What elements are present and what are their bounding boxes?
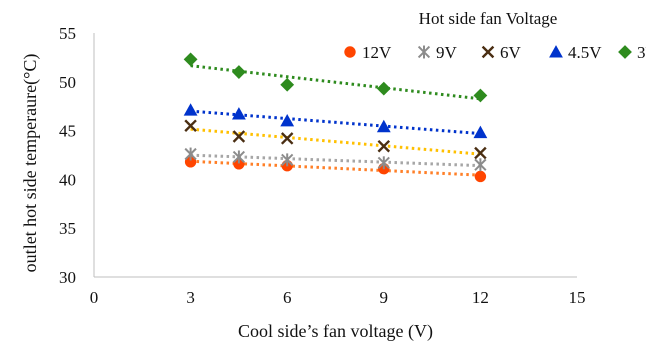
point-6V xyxy=(232,130,246,143)
point-4.5V xyxy=(376,119,391,133)
legend: Hot side fan Voltage 12V 9V 6V 4.5V 3V xyxy=(344,9,646,62)
legend-item: 4.5V xyxy=(549,43,602,62)
legend-marker xyxy=(481,45,495,59)
point-9V xyxy=(232,150,246,164)
point-6V xyxy=(184,119,197,132)
x-tick-labels: 0 3 6 9 12 15 xyxy=(90,288,586,307)
point-3V xyxy=(473,88,488,103)
axes xyxy=(93,33,577,278)
point-4.5V xyxy=(232,107,246,120)
trendline-6V xyxy=(190,127,481,156)
x-tick-label: 3 xyxy=(186,288,195,307)
legend-label: 12V xyxy=(362,43,392,62)
y-tick-labels: 30 35 40 45 50 55 xyxy=(59,24,76,287)
point-4.5V xyxy=(473,125,488,139)
point-12V xyxy=(184,156,197,168)
point-9V xyxy=(474,158,487,172)
y-tick-label: 30 xyxy=(59,268,76,287)
point-3V xyxy=(232,65,246,79)
point-12V xyxy=(474,170,487,183)
y-axis-title: outlet hot side temperaure(°C) xyxy=(20,54,41,273)
legend-item: 12V xyxy=(344,43,392,62)
x-tick-label: 0 xyxy=(90,288,99,307)
legend-label: 3V xyxy=(637,43,646,62)
legend-item: 3V xyxy=(618,43,646,62)
y-tick-label: 35 xyxy=(59,219,76,238)
point-3V xyxy=(280,77,295,92)
point-9V xyxy=(281,153,294,167)
x-tick-label: 15 xyxy=(569,288,586,307)
legend-label: 6V xyxy=(500,43,522,62)
y-tick-label: 50 xyxy=(59,73,76,92)
x-tick-label: 6 xyxy=(283,288,292,307)
legend-item: 6V xyxy=(481,43,522,62)
point-4.5V xyxy=(280,113,295,127)
data-points xyxy=(183,52,488,183)
point-6V xyxy=(280,132,294,145)
legend-label: 4.5V xyxy=(568,43,602,62)
legend-marker xyxy=(417,45,431,59)
trendlines xyxy=(190,64,481,177)
legend-marker xyxy=(344,46,356,58)
y-tick-label: 55 xyxy=(59,24,76,43)
y-tick-label: 40 xyxy=(59,170,76,189)
legend-marker xyxy=(549,45,563,58)
point-9V xyxy=(184,147,197,161)
legend-label: 9V xyxy=(436,43,458,62)
point-9V xyxy=(377,156,390,170)
point-6V xyxy=(474,146,487,160)
y-tick-label: 45 xyxy=(59,122,76,141)
trendline-4.5V xyxy=(190,109,481,136)
legend-marker xyxy=(618,45,632,59)
point-3V xyxy=(376,81,391,96)
x-tick-label: 12 xyxy=(472,288,489,307)
point-3V xyxy=(183,52,198,67)
x-axis-title: Cool side’s fan voltage (V) xyxy=(238,321,433,342)
legend-item: 9V xyxy=(417,43,458,62)
legend-title: Hot side fan Voltage xyxy=(419,9,558,28)
x-tick-label: 9 xyxy=(380,288,389,307)
point-4.5V xyxy=(183,103,198,116)
point-6V xyxy=(377,139,391,153)
legend-items: 12V 9V 6V 4.5V 3V xyxy=(344,43,646,62)
